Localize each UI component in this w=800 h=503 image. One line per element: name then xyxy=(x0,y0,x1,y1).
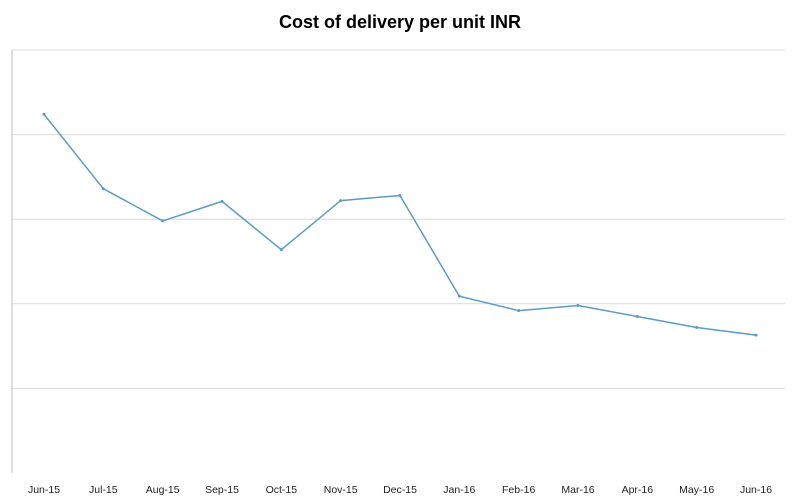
x-tick-label: Dec-15 xyxy=(383,484,417,496)
chart-title: Cost of delivery per unit INR xyxy=(278,12,522,32)
x-tick-label: Oct-15 xyxy=(266,484,298,496)
data-point xyxy=(635,314,639,318)
x-tick-label: Sep-15 xyxy=(205,484,239,496)
data-point xyxy=(754,333,758,337)
data-point xyxy=(161,219,165,223)
x-tick-label: Mar-16 xyxy=(561,484,594,496)
x-tick-label: Feb-16 xyxy=(502,484,535,496)
data-point xyxy=(339,199,343,203)
series-line xyxy=(43,113,757,336)
data-point xyxy=(398,194,402,198)
data-point xyxy=(279,248,283,252)
x-tick-label: Nov-15 xyxy=(324,484,358,496)
data-point xyxy=(576,303,580,307)
data-point xyxy=(42,112,46,116)
data-points xyxy=(42,112,758,337)
x-tick-label: Jun-16 xyxy=(740,484,772,496)
data-point xyxy=(220,199,224,203)
x-tick-label: Apr-16 xyxy=(622,484,654,496)
data-point xyxy=(517,309,521,313)
data-point xyxy=(695,325,699,329)
x-tick-label: Jan-16 xyxy=(443,484,475,496)
x-tick-label: Aug-15 xyxy=(146,484,180,496)
data-point xyxy=(457,294,461,298)
x-tick-label: Jul-15 xyxy=(89,484,118,496)
x-tick-labels: Jun-15 Jul-15 Aug-15 Sep-15 Oct-15 Nov-15 Dec-… xyxy=(28,484,772,496)
x-tick-label: Jun-15 xyxy=(28,484,60,496)
x-tick-label: May-16 xyxy=(679,484,714,496)
data-point xyxy=(101,187,105,191)
gridlines xyxy=(12,49,785,389)
